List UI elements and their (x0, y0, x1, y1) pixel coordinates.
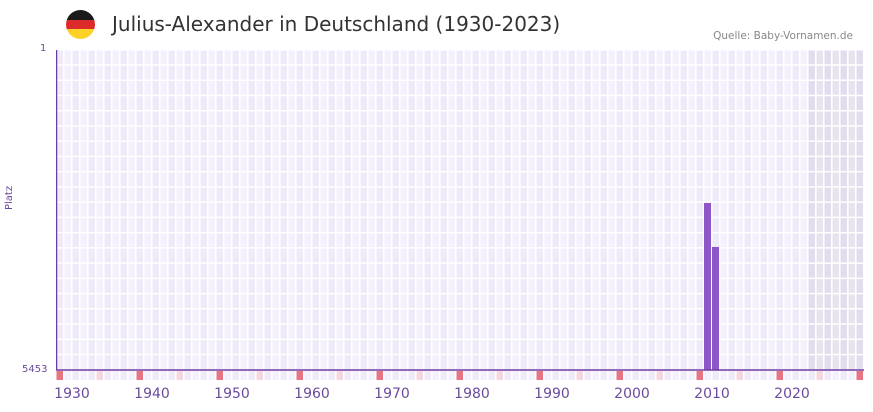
x-axis-label: 2000 (614, 386, 650, 402)
decade-marker (216, 371, 223, 380)
decade-marker (696, 371, 703, 380)
decade-marker (616, 371, 623, 380)
decade-marker (376, 371, 383, 380)
bar-2010 (712, 246, 719, 370)
decade-marker (296, 371, 303, 380)
x-axis-label: 1980 (454, 386, 490, 402)
decade-marker (856, 371, 863, 380)
x-axis-label: 1970 (374, 386, 410, 402)
source-credit: Quelle: Baby-Vornamen.de (713, 30, 853, 42)
decade-marker (536, 371, 543, 380)
decade-marker (136, 371, 143, 380)
x-axis-label: 1950 (214, 386, 250, 402)
y-axis-top-label: 1 (40, 43, 47, 54)
x-axis-label: 1930 (54, 386, 90, 402)
x-axis-label: 2020 (774, 386, 810, 402)
x-axis-label: 1990 (534, 386, 570, 402)
y-axis-bottom-label: 5453 (22, 364, 48, 375)
decade-marker (56, 371, 63, 380)
y-axis-title: Platz (4, 185, 15, 210)
chart-title: Julius-Alexander in Deutschland (1930-20… (112, 12, 561, 36)
germany-flag-icon (66, 10, 95, 39)
bar-chart (56, 50, 864, 380)
chart-plot-area (56, 50, 864, 380)
bar-2009 (704, 202, 711, 370)
decade-marker (456, 371, 463, 380)
x-axis-label: 1940 (134, 386, 170, 402)
x-axis-label: 1960 (294, 386, 330, 402)
decade-marker (776, 371, 783, 380)
x-axis-label: 2010 (694, 386, 730, 402)
